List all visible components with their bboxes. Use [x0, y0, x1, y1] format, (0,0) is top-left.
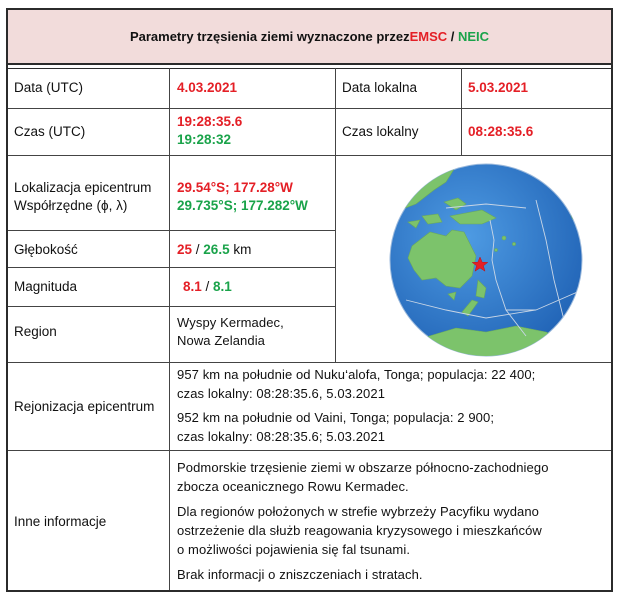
location-emsc: 29.54°S; 177.28°W	[177, 180, 293, 195]
time-emsc: 19:28:35.6	[177, 114, 243, 129]
depth-value: 25 / 26.5 km	[177, 241, 251, 259]
local-date-label: Data lokalna	[342, 80, 418, 95]
other-info-label: Inne informacje	[14, 514, 107, 529]
date-value: 4.03.2021	[177, 80, 238, 95]
new-guinea	[449, 209, 497, 225]
title-slash: /	[447, 29, 458, 44]
row-divider	[8, 108, 611, 109]
region-label: Region	[14, 324, 57, 339]
row-divider	[8, 155, 611, 156]
region-line-2: Nowa Zelandia	[177, 333, 266, 348]
regionalization-1-line-1: 957 km na południe od Nuku‘alofa, Tonga;…	[177, 367, 536, 382]
epicenter-star-icon	[471, 256, 489, 272]
row-divider	[8, 230, 335, 231]
row-divider	[8, 306, 335, 307]
title-text: Parametry trzęsienia ziemi wyznaczone pr…	[129, 29, 410, 44]
regionalization-1-line-2: czas lokalny: 08:28:35.6, 5.03.2021	[177, 386, 386, 401]
magnitude-emsc: 8.1	[183, 279, 202, 294]
region-line-1: Wyspy Kermadec,	[177, 315, 284, 330]
magnitude-value: 8.1 / 8.1	[183, 278, 232, 296]
depth-label: Głębokość	[14, 242, 78, 257]
row-divider	[8, 450, 611, 451]
depth-neic: 26.5	[203, 242, 230, 257]
australia	[407, 229, 477, 289]
plate-boundary	[405, 289, 582, 319]
depth-unit: km	[229, 242, 252, 257]
title-neic: NEIC	[457, 29, 490, 44]
depth-separator: /	[192, 242, 204, 257]
time-neic: 19:28:32	[177, 132, 232, 147]
epicenter-globe-map	[386, 160, 586, 365]
magnitude-label: Magnituda	[14, 279, 78, 294]
other-info-2-line-1: Dla regionów położonych w strefie wybrze…	[177, 504, 540, 519]
other-info-2-line-3: o możliwości pojawienia się fal tsunami.	[177, 542, 411, 557]
globe-image	[389, 163, 583, 357]
magnitude-separator: /	[201, 279, 214, 294]
row-divider	[8, 267, 335, 268]
local-time-label: Czas lokalny	[342, 124, 419, 139]
location-label: Lokalizacja epicentrum	[14, 180, 152, 195]
antarctica	[405, 325, 577, 356]
earthquake-parameters-table: Parametry trzęsienia ziemi wyznaczone pr…	[6, 8, 613, 592]
local-date-value: 5.03.2021	[468, 80, 529, 95]
other-info-2-line-2: ostrzeżenie dla służb reagowania kryzyso…	[177, 523, 542, 538]
time-label: Czas (UTC)	[14, 124, 86, 139]
other-info-1-line-1: Podmorskie trzęsienie ziemi w obszarze p…	[177, 460, 549, 475]
column-divider	[461, 68, 462, 155]
date-label: Data (UTC)	[14, 80, 84, 95]
table-title: Parametry trzęsienia ziemi wyznaczone pr…	[8, 10, 611, 65]
regionalization-2-line-1: 952 km na południe od Vaini, Tonga; popu…	[177, 410, 495, 425]
row-divider	[8, 362, 611, 363]
row-divider	[8, 68, 611, 69]
plate-boundary	[535, 199, 565, 321]
plate-boundary	[445, 203, 527, 209]
magnitude-neic: 8.1	[213, 279, 232, 294]
column-divider	[169, 68, 170, 590]
column-divider	[335, 68, 336, 362]
regionalization-label: Rejonizacja epicentrum	[14, 399, 155, 414]
new-zealand-north	[475, 279, 487, 299]
location-neic: 29.735°S; 177.282°W	[177, 198, 308, 213]
other-info-3-line-1: Brak informacji o zniszczeniach i strata…	[177, 567, 423, 582]
coordinates-label: Współrzędne (ϕ, λ)	[14, 198, 128, 213]
other-info-1-line-2: zbocza oceanicznego Rowu Kermadec.	[177, 479, 409, 494]
regionalization-2-line-2: czas lokalny: 08:28:35.6; 5.03.2021	[177, 429, 386, 444]
local-time-value: 08:28:35.6	[468, 124, 534, 139]
depth-emsc: 25	[177, 242, 193, 257]
new-zealand-south	[461, 299, 479, 317]
title-emsc: EMSC	[409, 29, 448, 44]
